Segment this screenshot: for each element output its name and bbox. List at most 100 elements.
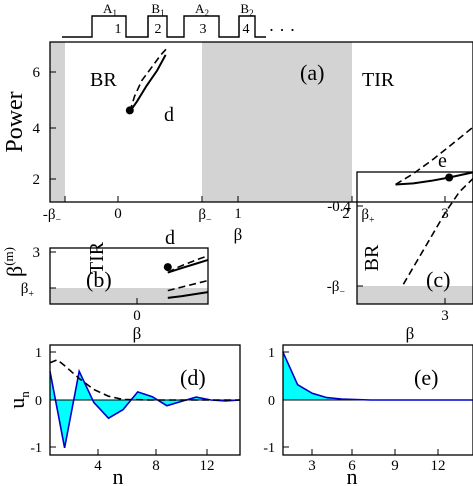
panel-d-xtick-8: 8 [152,458,160,474]
panel-a-label: (a) [300,60,324,85]
panel-a-branch-1-solid [128,54,167,113]
panel-e: 1 0 -1 3 6 9 12 n (e) [263,344,473,486]
lattice-top-label-4: B2 [240,1,253,18]
panel-c-ytick-minus-0-4: -0.4 [327,199,351,215]
panel-a-xtick-2: 2 [342,206,350,222]
panel-a-xtick-0: 0 [114,206,122,222]
panel-a-ticks [50,71,446,202]
panel-b-shade [50,288,208,304]
panel-a-frame [49,41,473,203]
panel-d-ylabel: un [4,391,32,409]
panel-d-ytick-minus-1: -1 [30,441,42,456]
lattice-top-label-2: B1 [151,1,164,18]
lattice-top-label-3: A2 [195,1,209,18]
panel-d: 1 0 -1 4 8 12 n un (d) [4,344,241,486]
lattice-schematic: 1 2 3 4 A1 B1 A2 B2 · · · [62,1,295,40]
panel-e-ytick-minus-1: -1 [263,441,275,456]
panel-a-region-tir: TIR [362,69,395,91]
panel-b-point-label-d: d [165,227,175,249]
panel-c-xtick-3: 3 [441,308,449,324]
panel-a-xtick-1: 1 [234,206,242,222]
panel-d-label: (d) [180,365,206,390]
panel-a-xtick-minus-beta: -β− [43,207,62,226]
panel-e-xtick-3: 3 [308,458,316,474]
panel-e-label: (e) [414,365,438,390]
panel-b-branch-2-dashed [167,255,209,274]
panel-d-xlabel: n [113,464,124,486]
panel-d-series [49,358,241,448]
panel-b-region-tir: TIR [86,241,108,274]
panel-e-xtick-12: 12 [431,458,446,474]
lattice-box-label-3: 3 [200,22,207,37]
panel-b-series [167,255,209,299]
lattice-profile [62,15,266,38]
panel-d-ticks [50,351,208,455]
panel-a-ytick-4: 4 [33,121,41,137]
panel-b-xlabel: β [133,324,142,343]
panel-e-ticks [283,351,439,455]
panel-d-xtick-12: 12 [200,458,215,474]
panel-d-ytick-0: 0 [35,394,42,409]
panel-a-shade-middle [202,42,352,202]
lattice-top-label-1: A1 [103,1,117,18]
panel-a-xtick-beta-plus: β+ [361,207,375,226]
panel-b: 3 β+ 0 β β(m) TIR (b) d [1,227,209,343]
lattice-box-label-4: 4 [243,22,250,37]
panel-c-series [402,178,473,285]
panel-b-ticks [50,251,138,304]
panel-a: 6 4 2 -β− 0 β− 1 2 β+ 3 β Power BR TIR (… [2,41,473,244]
panel-a-ylabel: Power [2,91,28,152]
panel-c-shade [357,286,473,304]
panel-c-ytick-minus-beta: -β− [327,279,346,298]
panel-e-xlabel: n [347,464,358,486]
panel-d-xtick-4: 4 [94,458,102,474]
panel-d-fill-area [50,371,240,448]
panel-a-branch-2-dashed [129,46,169,112]
panel-a-ytick-2: 2 [33,172,41,188]
panel-a-point-label-e: e [438,150,447,172]
panel-a-xtick-beta-minus: β− [198,207,212,226]
panel-c-ticks [357,205,446,304]
panel-b-ylabel: β(m) [1,247,27,277]
panel-a-marker-e [445,173,454,182]
panel-a-ytick-6: 6 [33,65,41,81]
panel-c-label: (c) [426,267,450,292]
panel-e-fill-area [283,352,473,400]
lattice-box-label-1: 1 [115,22,122,37]
panel-c-frame [356,171,473,305]
panel-b-frame [49,247,209,305]
panel-d-ytick-1: 1 [35,346,42,361]
panel-e-xtick-9: 9 [391,458,399,474]
panel-c-xlabel: β [406,324,415,343]
panel-b-branch-3-dashed [167,279,209,292]
panel-b-marker-d [163,263,172,272]
panel-a-region-br: BR [90,69,117,91]
panel-a-series [128,46,473,186]
panel-b-ytick-3: 3 [33,245,41,261]
panel-a-xlabel: β [234,225,243,244]
panel-b-markers [163,263,172,272]
panel-b-ytick-beta-plus: β+ [21,281,35,300]
lattice-ellipsis: · · · [269,20,296,40]
panel-c-region-br: BR [361,244,383,271]
panel-e-ytick-0: 0 [268,394,275,409]
panel-b-branch-4-solid [167,291,209,299]
panel-a-point-label-d: d [164,104,174,126]
panel-e-ytick-1: 1 [268,346,275,361]
panel-b-branch-1-solid [167,258,209,274]
panel-b-xtick-0: 0 [133,308,141,324]
panel-a-branch-4-dashed [395,126,473,186]
panel-e-xtick-6: 6 [348,458,356,474]
panel-e-amplitude-line [282,351,473,401]
panel-b-label: (b) [86,267,112,292]
panel-a-markers [125,106,454,182]
panel-c-branch-1-dashed [402,178,473,285]
panel-a-marker-d [125,106,134,115]
panel-e-series [282,351,473,401]
panel-a-shade-left [50,42,65,202]
panel-d-envelope-dashed [49,358,240,401]
panel-a-branch-3-solid [395,171,473,186]
lattice-box-label-2: 2 [155,22,162,37]
panel-c: -0.4 -β− 3 β BR (c) [327,171,473,343]
